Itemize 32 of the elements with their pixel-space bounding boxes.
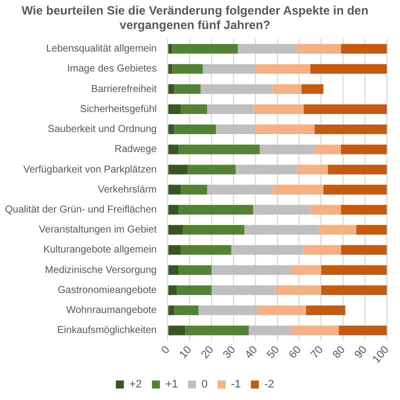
- x-tick-label: 30: [221, 344, 238, 361]
- x-tick-label: 70: [308, 344, 326, 361]
- y-tick-label: Verfügbarkeit von Parkplätzen: [23, 164, 157, 176]
- y-tick-label: Sicherheitsgefühl: [80, 104, 157, 115]
- y-tick-label: Verkehrslärm: [98, 184, 157, 196]
- x-tick-label: 60: [286, 344, 304, 361]
- x-tick-label: 50: [264, 344, 282, 361]
- y-tick-label: Kulturangebote allgemein: [43, 244, 157, 256]
- y-tick-label: Gastronomieangebote: [58, 284, 158, 296]
- x-tick-label: 80: [330, 344, 348, 361]
- y-tick-label: Barrierefreiheit: [91, 84, 157, 95]
- y-tick-label: Sauberkeit und Ordnung: [48, 124, 157, 136]
- legend-label: -2: [264, 378, 274, 391]
- x-tick-label: 100: [370, 344, 392, 366]
- chart-title: Wie beurteilen Sie die Veränderung folgender Aspekte in den vergangenen fünf Jahren?: [22, 4, 368, 32]
- legend-label: +1: [165, 378, 178, 391]
- x-tick-label: 10: [177, 344, 194, 361]
- y-tick-label: Qualität der Grün- und Freiflächen: [4, 204, 157, 216]
- y-tick-label: Radwege: [114, 144, 158, 156]
- legend-label: +2: [129, 378, 142, 391]
- x-tick-label: 20: [199, 344, 216, 361]
- y-tick-label: Lebensqualität allgemein: [46, 44, 157, 55]
- x-tick-label: 0: [159, 344, 172, 356]
- legend-label: -1: [231, 378, 241, 391]
- y-tick-label: Image des Gebietes: [67, 64, 157, 75]
- legend-label: 0: [201, 378, 208, 391]
- x-tick-label: 90: [352, 344, 370, 361]
- y-tick-label: Wohnraumangebote: [66, 305, 158, 316]
- x-tick-label: 40: [242, 344, 260, 361]
- y-tick-label: Einkaufsmöglichkeiten: [57, 325, 157, 336]
- y-tick-label: Medizinische Versorgung: [45, 264, 157, 276]
- y-tick-label: Veranstaltungen im Gebiet: [38, 224, 157, 236]
